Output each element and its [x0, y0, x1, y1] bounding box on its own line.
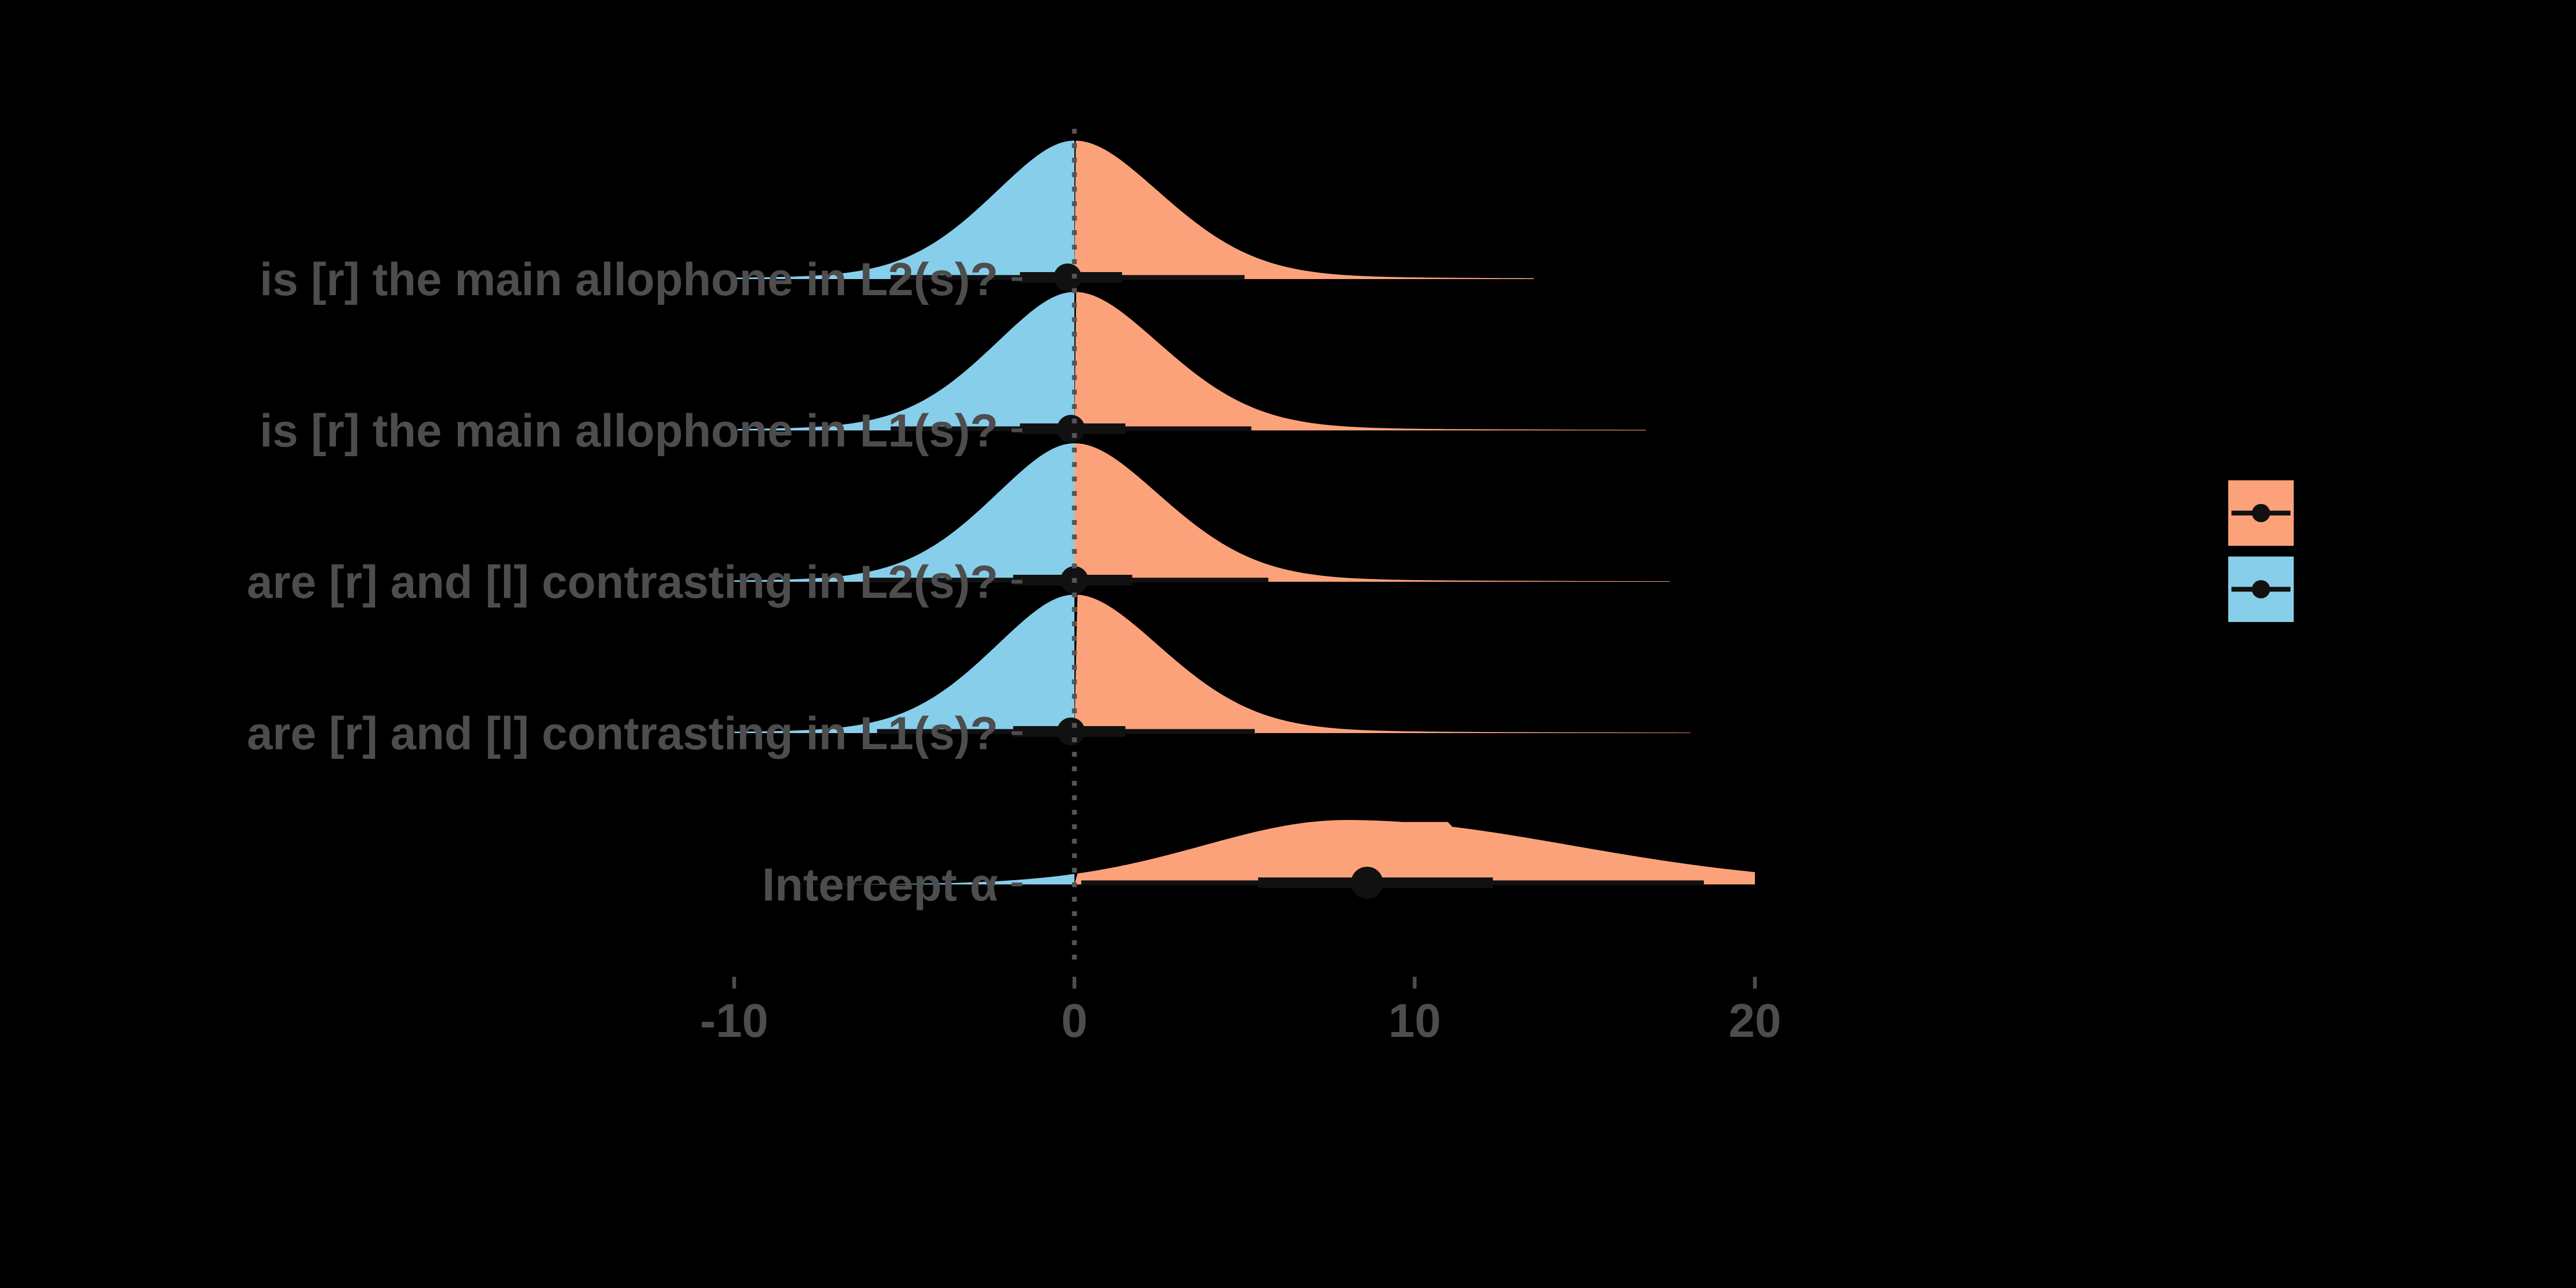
median-point	[1351, 867, 1384, 899]
median-point	[1053, 264, 1082, 291]
density-negative-area	[734, 595, 1074, 733]
y-axis-labels: is [r] the main allophone in L2(s)? is [r…	[247, 254, 1022, 911]
ridge-row	[737, 291, 1646, 443]
y-tick-label: is [r] the main allophone in L1(s)?	[260, 405, 998, 457]
density-negative-area	[734, 443, 1074, 582]
density-negative-area	[761, 874, 1074, 884]
x-tick-label: 0	[1062, 994, 1088, 1047]
legend-point	[2252, 504, 2270, 522]
ridge-rows	[734, 141, 1755, 899]
legend	[2228, 480, 2294, 622]
x-axis: -10 0 10 20	[700, 977, 1781, 1047]
y-tick-label: is [r] the main allophone in L2(s)?	[260, 254, 998, 305]
ridge-row	[761, 820, 1755, 899]
density-negative-area	[737, 291, 1074, 430]
median-point	[1057, 718, 1085, 745]
y-tick-label: Intercept α	[762, 859, 998, 911]
median-point	[1057, 415, 1085, 443]
x-tick-label: 10	[1388, 994, 1441, 1047]
x-tick-label: 20	[1729, 994, 1781, 1047]
ridge-row	[734, 141, 1534, 291]
x-tick-label: -10	[700, 994, 768, 1047]
density-positive-area	[1074, 141, 1534, 279]
density-positive-area	[1074, 595, 1690, 733]
ridge-row	[734, 595, 1690, 745]
density-positive-area	[1074, 443, 1670, 582]
legend-point	[2252, 580, 2270, 598]
legend-key	[2228, 480, 2294, 546]
density-positive-area	[1074, 292, 1646, 430]
density-negative-area	[734, 141, 1074, 279]
y-tick-label: are [r] and [l] contrasting in L1(s)?	[247, 708, 998, 759]
legend-key	[2228, 557, 2294, 622]
density-positive-area	[1074, 820, 1755, 884]
y-tick-label: are [r] and [l] contrasting in L2(s)?	[247, 557, 998, 608]
